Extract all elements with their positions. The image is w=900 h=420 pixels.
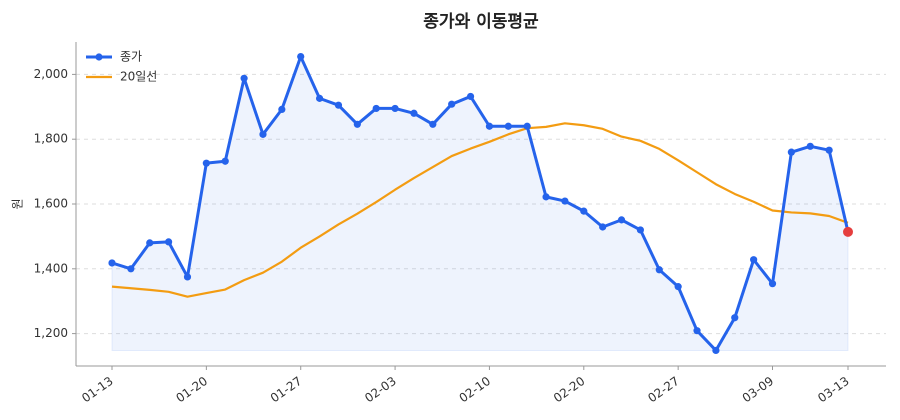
chart-title: 종가와 이동평균 (423, 12, 539, 32)
last-point (843, 226, 853, 237)
x-tick-label: 03-09 (740, 374, 777, 405)
x-tick-label: 01-13 (79, 374, 116, 405)
point (165, 238, 173, 246)
point (297, 52, 305, 61)
point (108, 259, 116, 267)
point (655, 266, 663, 274)
point (731, 314, 739, 322)
point (599, 223, 607, 231)
point (146, 239, 154, 247)
y-tick-label: 1,400 (34, 261, 68, 275)
point (787, 148, 795, 156)
point (485, 122, 494, 130)
series-line (111, 55, 850, 352)
point (278, 105, 286, 113)
point (410, 109, 418, 117)
point (806, 142, 814, 150)
y-axis-label: 원 (11, 198, 25, 209)
point (240, 74, 248, 82)
point (353, 120, 361, 128)
x-tick-label: 02-27 (645, 374, 682, 405)
point (617, 216, 626, 224)
point (523, 122, 531, 130)
y-tick-label: 1,200 (34, 326, 68, 340)
x-tick-label: 01-27 (268, 374, 305, 405)
point (372, 104, 380, 113)
point (202, 159, 210, 167)
point (466, 92, 475, 101)
point (448, 100, 456, 108)
point (674, 283, 682, 291)
y-tick-label: 1,800 (34, 132, 68, 146)
point (693, 327, 701, 335)
x-tick-label: 03-13 (815, 374, 852, 405)
y-tick-label: 2,000 (34, 67, 68, 81)
point (429, 120, 437, 128)
point (712, 346, 720, 355)
point (542, 193, 550, 201)
x-tick-label: 01-20 (173, 374, 210, 405)
legend-marker (95, 53, 103, 61)
series-line (111, 122, 849, 298)
point (259, 130, 267, 138)
point (580, 207, 588, 215)
point (221, 157, 229, 165)
point (825, 146, 833, 154)
x-tick-label: 02-10 (457, 374, 494, 405)
point (750, 256, 758, 264)
x-tick-label: 02-20 (551, 374, 588, 405)
x-tick-label: 02-03 (362, 374, 399, 405)
point (334, 101, 343, 109)
point (768, 280, 777, 288)
point (636, 226, 645, 234)
legend-label: 20일선 (120, 70, 157, 84)
point (315, 94, 324, 102)
point (127, 265, 135, 273)
y-tick-label: 1,600 (34, 197, 68, 211)
point (183, 273, 192, 281)
point (504, 122, 512, 130)
legend-label: 종가 (120, 50, 142, 64)
point (391, 104, 399, 113)
point (561, 197, 569, 205)
